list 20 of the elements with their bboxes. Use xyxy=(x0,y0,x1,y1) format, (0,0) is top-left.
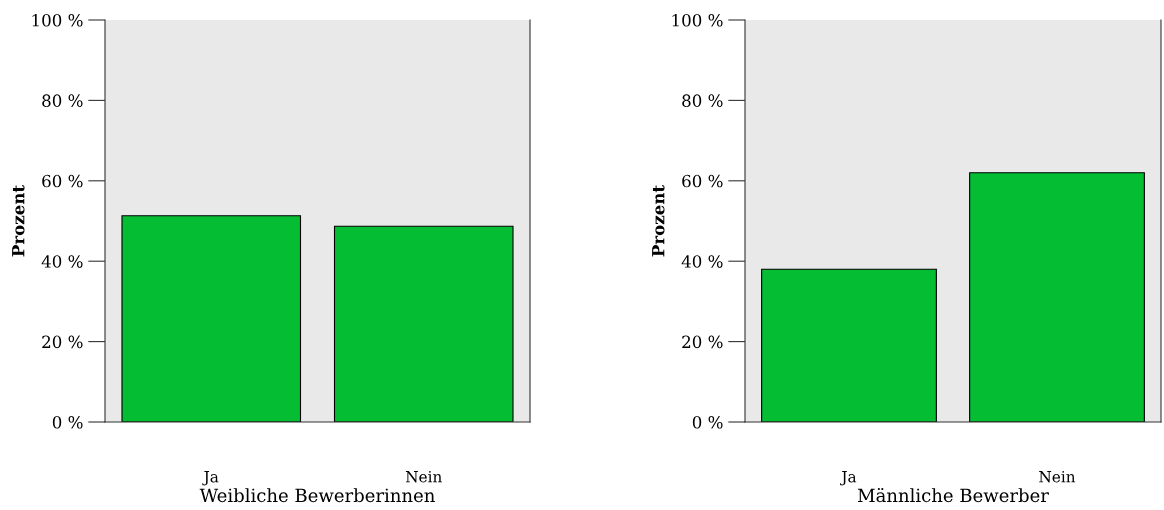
y-tick-label: 80 % xyxy=(42,94,83,107)
x-tick-label: Nein xyxy=(405,470,442,483)
x-tick-label: Ja xyxy=(202,471,219,486)
y-tick-label: 40 % xyxy=(41,255,83,268)
x-axis-title: Männliche Bewerber xyxy=(857,488,1049,503)
y-tick-label: 0 % xyxy=(692,415,723,429)
y-axis-title: Prozent xyxy=(12,184,25,257)
y-tick-label: 40 % xyxy=(681,255,723,268)
y-tick-label: 60 % xyxy=(682,174,723,188)
y-tick-label: 100 % xyxy=(32,13,83,27)
y-tick-label: 100 % xyxy=(672,13,723,27)
y-tick-label: 0 % xyxy=(52,415,83,429)
y-tick-label: 20 % xyxy=(682,335,723,349)
y-axis-title: Prozent xyxy=(652,184,665,257)
x-tick-label: Nein xyxy=(1039,470,1076,483)
y-tick-label: 80 % xyxy=(682,94,723,107)
x-axis-title: Weibliche Bewerberinnen xyxy=(199,488,435,503)
y-tick-label: 20 % xyxy=(42,335,83,349)
x-tick-label: Ja xyxy=(840,471,857,486)
y-tick-label: 60 % xyxy=(42,174,83,188)
